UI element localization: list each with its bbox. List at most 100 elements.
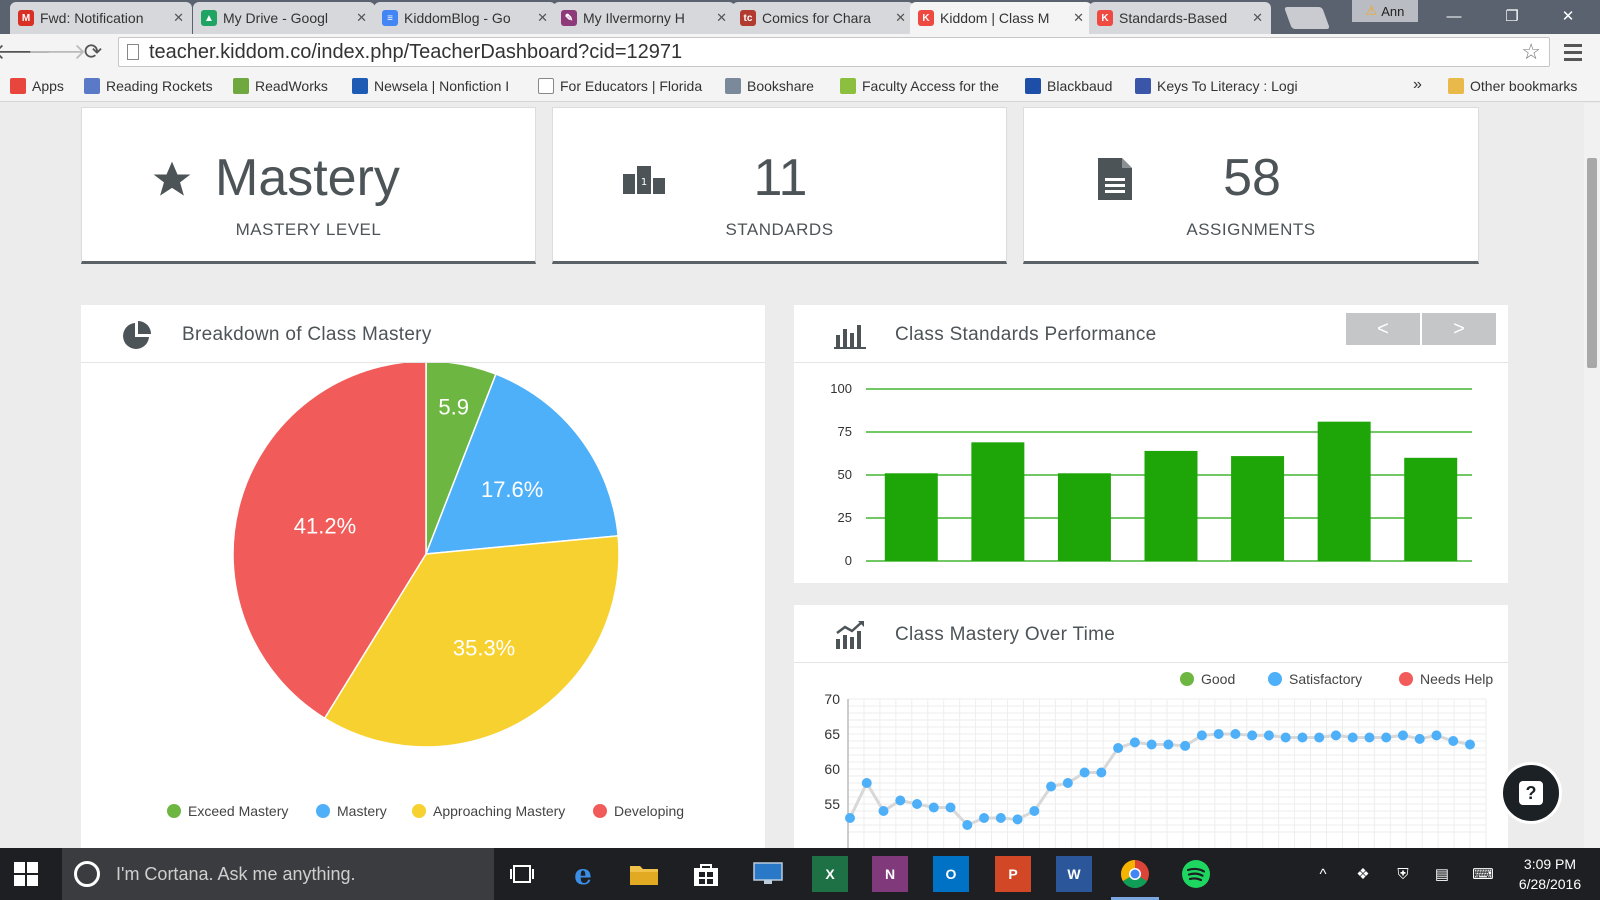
legend-item[interactable]: Good (1180, 671, 1235, 687)
browser-tab[interactable]: ▲ My Drive - Googl ✕ (193, 2, 375, 34)
data-point[interactable] (895, 795, 906, 806)
store-icon[interactable] (688, 856, 724, 892)
legend-item[interactable]: Exceed Mastery (167, 803, 288, 819)
tab-close-icon[interactable]: ✕ (356, 10, 367, 25)
browser-menu-icon[interactable] (1560, 40, 1586, 64)
browser-tab[interactable]: ✎ My Ilvermorny H ✕ (553, 2, 735, 34)
edge-browser-icon[interactable]: e (574, 857, 592, 891)
security-shield-icon[interactable]: ⛨ (1397, 865, 1409, 883)
data-point[interactable] (1381, 732, 1392, 743)
data-point[interactable] (1062, 778, 1073, 788)
action-center-icon[interactable]: ▤ (1434, 866, 1450, 883)
data-point[interactable] (1146, 739, 1157, 750)
spotify-icon[interactable] (1178, 856, 1214, 892)
address-bar[interactable]: teacher.kiddom.co/index.php/TeacherDashb… (118, 37, 1550, 67)
data-point[interactable] (1448, 736, 1459, 746)
next-page-button[interactable]: > (1422, 313, 1496, 345)
minimize-button[interactable]: — (1446, 7, 1462, 25)
standard-bar[interactable] (1144, 450, 1198, 561)
excel-icon[interactable]: X (812, 856, 848, 892)
data-point[interactable] (1230, 729, 1241, 739)
data-point[interactable] (878, 806, 889, 816)
standard-bar[interactable] (1404, 457, 1458, 561)
data-point[interactable] (962, 820, 973, 830)
data-point[interactable] (1431, 730, 1442, 741)
tab-close-icon[interactable]: ✕ (173, 10, 184, 25)
restore-button[interactable]: ❐ (1505, 8, 1519, 25)
browser-tab[interactable]: M Fwd: Notification ✕ (10, 2, 192, 34)
page-scrollbar[interactable] (1584, 103, 1600, 848)
data-point[interactable] (1163, 739, 1174, 750)
bookmark-item[interactable]: Apps (10, 75, 74, 97)
data-point[interactable] (1180, 740, 1191, 751)
bookmarks-overflow-button[interactable]: » (1413, 76, 1422, 93)
scrollbar-thumb[interactable] (1587, 158, 1597, 368)
dropbox-icon[interactable]: ❖ (1356, 866, 1370, 883)
url-text[interactable]: teacher.kiddom.co/index.php/TeacherDashb… (149, 40, 683, 63)
data-point[interactable] (1029, 806, 1040, 816)
keyboard-icon[interactable]: ⌨ (1472, 866, 1494, 883)
data-point[interactable] (1079, 767, 1090, 778)
data-point[interactable] (979, 813, 990, 823)
data-point[interactable] (1046, 781, 1057, 792)
data-point[interactable] (1364, 732, 1375, 743)
show-hidden-icons[interactable]: ^ (1319, 865, 1327, 883)
pie-slice[interactable] (232, 363, 427, 720)
outlook-icon[interactable]: O (933, 856, 969, 892)
cortana-search-box[interactable]: I'm Cortana. Ask me anything. (62, 848, 494, 900)
reload-button[interactable]: ⟳ (83, 39, 103, 64)
bookmark-item[interactable]: Newsela | Nonfiction I (352, 75, 522, 97)
standard-bar[interactable] (1057, 473, 1111, 561)
browser-tab[interactable]: K Kiddom | Class M ✕ (910, 2, 1092, 34)
data-point[interactable] (1297, 732, 1308, 743)
system-clock[interactable]: 3:09 PM 6/28/2016 (1505, 854, 1595, 894)
browser-tab[interactable]: K Standards-Based ✕ (1089, 2, 1271, 34)
data-point[interactable] (1196, 730, 1207, 741)
legend-item[interactable]: Developing (593, 803, 684, 819)
tab-close-icon[interactable]: ✕ (1252, 10, 1263, 25)
bookmark-item[interactable]: Faculty Access for the (840, 75, 1010, 97)
data-point[interactable] (1280, 732, 1291, 743)
legend-item[interactable]: Needs Help (1399, 671, 1493, 687)
bookmark-item[interactable]: Keys To Literacy : Logi (1135, 75, 1307, 97)
windows-start-icon[interactable] (14, 862, 38, 886)
legend-item[interactable]: Approaching Mastery (412, 803, 565, 819)
data-point[interactable] (995, 813, 1006, 823)
browser-tab[interactable]: ≡ KiddomBlog - Go ✕ (374, 2, 556, 34)
data-point[interactable] (1096, 767, 1107, 778)
profile-button[interactable]: ⚠ Ann (1352, 0, 1418, 22)
data-point[interactable] (1465, 739, 1475, 750)
data-point[interactable] (1397, 730, 1408, 741)
data-point[interactable] (1414, 733, 1425, 744)
bookmark-item[interactable]: ReadWorks (233, 75, 338, 97)
data-point[interactable] (1129, 737, 1140, 748)
data-point[interactable] (1314, 732, 1325, 743)
task-view-icon[interactable] (504, 856, 540, 892)
help-button[interactable]: ? (1500, 762, 1562, 824)
tab-close-icon[interactable]: ✕ (716, 10, 727, 25)
tab-close-icon[interactable]: ✕ (895, 10, 906, 25)
file-explorer-icon[interactable] (626, 856, 662, 892)
close-window-button[interactable]: ✕ (1561, 8, 1575, 25)
pie-slice[interactable] (323, 535, 620, 748)
remote-desktop-icon[interactable] (750, 856, 786, 892)
bookmark-item[interactable]: Bookshare (725, 75, 827, 97)
word-icon[interactable]: W (1056, 856, 1092, 892)
standard-bar[interactable] (1231, 456, 1285, 561)
browser-tab[interactable]: tc Comics for Chara ✕ (732, 2, 914, 34)
standard-bar[interactable] (884, 473, 938, 561)
data-point[interactable] (945, 802, 956, 813)
pie-slice[interactable] (424, 373, 619, 555)
other-bookmarks-folder[interactable]: Other bookmarks (1448, 75, 1577, 97)
data-point[interactable] (845, 813, 855, 823)
legend-item[interactable]: Mastery (316, 803, 387, 819)
new-tab-button[interactable] (1283, 7, 1331, 29)
bookmark-item[interactable]: For Educators | Florida (538, 75, 708, 97)
tab-close-icon[interactable]: ✕ (537, 10, 548, 25)
chrome-taskbar-icon[interactable] (1111, 856, 1159, 900)
data-point[interactable] (928, 802, 939, 813)
onenote-icon[interactable]: N (872, 856, 908, 892)
data-point[interactable] (1247, 730, 1258, 741)
standard-bar[interactable] (971, 442, 1025, 561)
data-point[interactable] (1263, 730, 1274, 741)
